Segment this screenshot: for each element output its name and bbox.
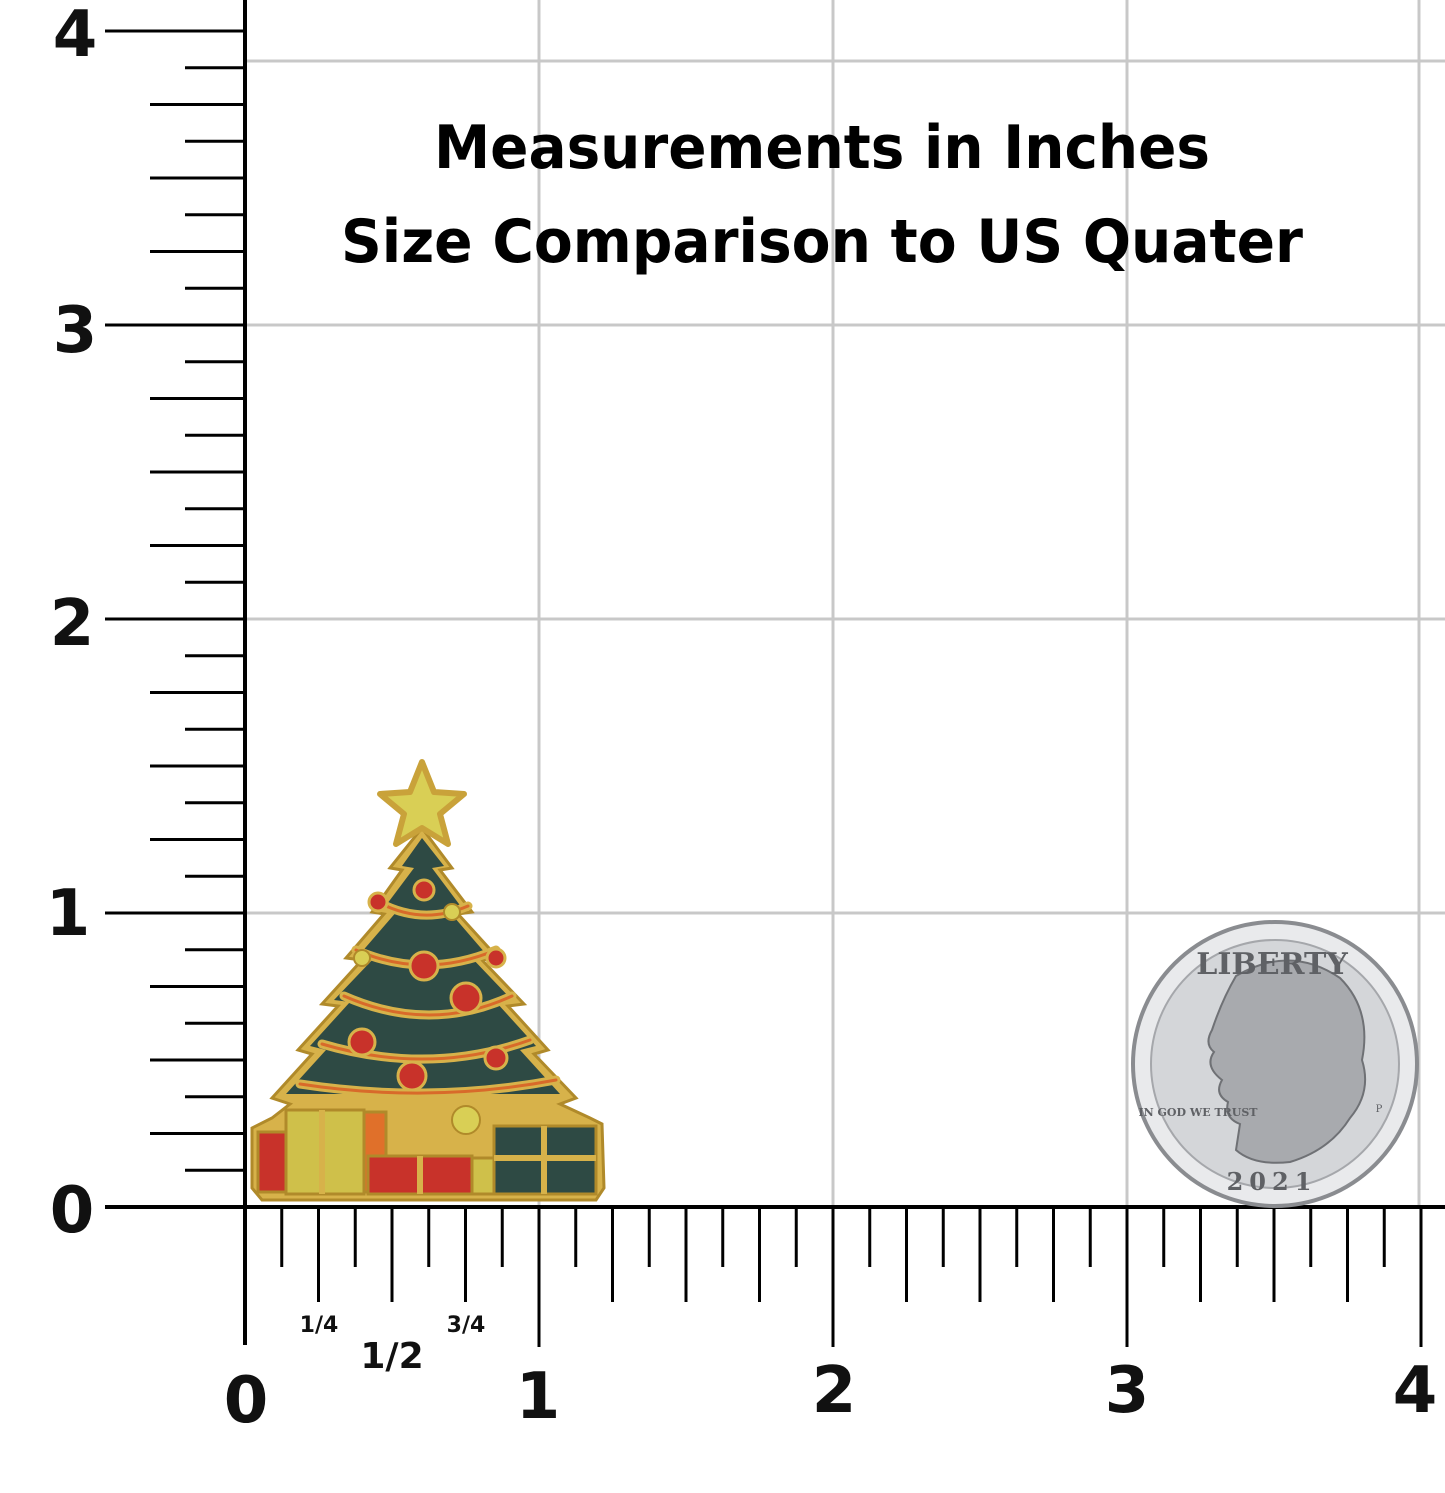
christmas-tree-pin: [250, 759, 606, 1202]
tree-star: [377, 759, 467, 847]
y-label-3: 3: [53, 294, 98, 368]
y-label-2: 2: [50, 587, 95, 661]
y-label-1: 1: [46, 877, 91, 951]
title-block: Measurements in Inches Size Comparison t…: [341, 113, 1303, 277]
coin-legend-top: LIBERTY: [1196, 947, 1348, 982]
x-label-0: 0: [224, 1364, 269, 1438]
x-fraction-three-quarter: 3/4: [447, 1313, 486, 1338]
x-label-3: 3: [1105, 1354, 1150, 1428]
tree-gold-baubles: [353, 903, 481, 1135]
y-label-0: 0: [50, 1174, 95, 1248]
x-label-2: 2: [812, 1354, 857, 1428]
x-label-1: 1: [516, 1360, 561, 1434]
coin-mint-mark: P: [1376, 1104, 1383, 1115]
washington-profile-icon: [1207, 959, 1367, 1164]
x-fraction-quarter: 1/4: [300, 1313, 339, 1338]
tree-ornaments: [347, 878, 509, 1092]
y-axis-labels: 4 3 2 1 0: [46, 0, 98, 1248]
coin-year: 2021: [1227, 1167, 1318, 1196]
title-line-2: Size Comparison to US Quater: [341, 207, 1303, 277]
title-line-1: Measurements in Inches: [434, 113, 1210, 183]
ruler-axes: [105, 0, 1445, 1347]
coin-motto: IN GOD WE TRUST: [1139, 1106, 1259, 1119]
x-axis-labels: 0 1 2 3 4 1/4 1/2 3/4: [224, 1313, 1438, 1438]
tree-gifts: [256, 1108, 598, 1196]
us-quarter-coin: LIBERTY IN GOD WE TRUST P 2021: [1131, 920, 1419, 1208]
x-label-4: 4: [1393, 1354, 1438, 1428]
y-label-4: 4: [53, 0, 98, 72]
x-fraction-half: 1/2: [360, 1336, 423, 1377]
